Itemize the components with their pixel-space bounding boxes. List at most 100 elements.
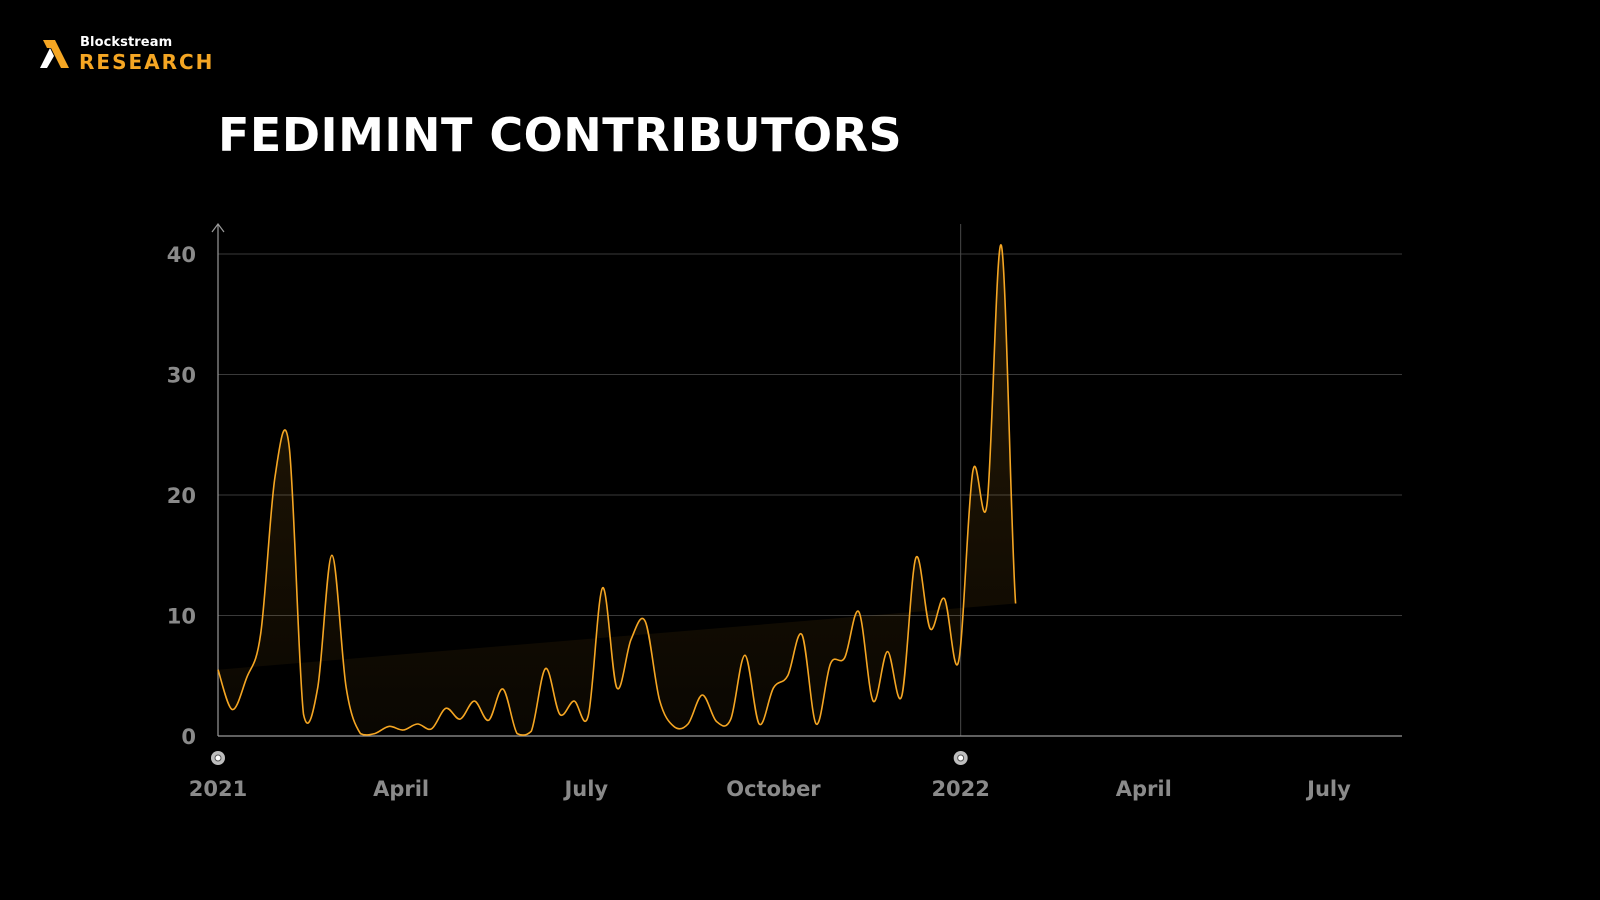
data-point-55 (1000, 244, 1002, 246)
data-point-78 (1328, 0, 1330, 1)
x-tick-label-0: 2021 (189, 777, 247, 801)
data-point-23 (544, 667, 546, 669)
x-tick-label-4: 2022 (931, 777, 989, 801)
data-point-42 (815, 723, 817, 725)
data-point-0 (217, 669, 219, 671)
x-tick-label-2: July (562, 777, 608, 801)
data-point-71 (1228, 0, 1230, 1)
data-point-2 (245, 677, 247, 679)
y-tick-label-30: 30 (167, 364, 196, 388)
series-contributors (217, 0, 1372, 736)
data-point-28 (616, 687, 618, 689)
x-tick-label-1: April (373, 777, 429, 801)
axes (211, 223, 1402, 765)
data-point-11 (373, 732, 375, 734)
data-point-22 (530, 730, 532, 732)
data-point-32 (673, 725, 675, 727)
data-point-67 (1171, 0, 1173, 1)
data-point-52 (957, 660, 959, 662)
data-point-81 (1370, 0, 1372, 1)
data-point-54 (986, 502, 988, 504)
data-point-58 (1043, 0, 1045, 1)
data-point-15 (430, 728, 432, 730)
data-point-43 (829, 663, 831, 665)
x-tick-label-3: October (726, 777, 821, 801)
data-point-66 (1157, 0, 1159, 1)
brand-name: Blockstream (80, 35, 173, 50)
data-point-25 (573, 700, 575, 702)
data-point-31 (658, 699, 660, 701)
year-marker-dot-center-0 (214, 754, 222, 762)
data-point-36 (730, 718, 732, 720)
data-point-44 (843, 656, 845, 658)
data-point-45 (858, 611, 860, 613)
data-point-80 (1356, 0, 1358, 1)
data-point-34 (701, 694, 703, 696)
data-point-76 (1299, 0, 1301, 1)
y-tick-label-10: 10 (167, 605, 196, 629)
data-point-41 (801, 634, 803, 636)
data-point-64 (1128, 0, 1130, 1)
data-point-63 (1114, 0, 1116, 1)
data-point-30 (644, 620, 646, 622)
data-point-46 (872, 700, 874, 702)
tick-labels: 0 10 20 30 40 2021 April July October 2022 April Ju… (167, 243, 1351, 801)
data-point-56 (1014, 602, 1016, 604)
brand-logo: Blockstream RESEARCH (38, 34, 218, 74)
data-point-79 (1342, 0, 1344, 1)
series-area-fill (218, 244, 1016, 736)
data-point-8 (331, 554, 333, 556)
data-point-48 (900, 695, 902, 697)
data-point-75 (1285, 0, 1287, 1)
data-point-59 (1057, 0, 1059, 1)
data-point-16 (445, 707, 447, 709)
data-point-73 (1257, 0, 1259, 1)
data-point-35 (715, 720, 717, 722)
data-point-18 (473, 700, 475, 702)
brand-subtitle: RESEARCH (79, 50, 215, 74)
y-tick-label-40: 40 (167, 243, 196, 267)
data-point-33 (687, 723, 689, 725)
y-axis-arrow-icon (211, 223, 225, 233)
x-tick-label-5: April (1116, 777, 1172, 801)
data-point-27 (601, 587, 603, 589)
data-point-24 (559, 713, 561, 715)
series-line (217, 244, 1017, 736)
data-point-29 (630, 638, 632, 640)
data-point-74 (1271, 0, 1273, 1)
data-point-51 (943, 597, 945, 599)
grid-lines (218, 224, 1402, 736)
data-point-37 (744, 654, 746, 656)
data-point-50 (929, 628, 931, 630)
x-tick-label-6: July (1305, 777, 1351, 801)
data-point-10 (359, 732, 361, 734)
y-tick-label-20: 20 (167, 484, 196, 508)
blockstream-logo-icon (40, 40, 69, 68)
data-point-20 (502, 688, 504, 690)
data-point-17 (459, 718, 461, 720)
data-point-77 (1314, 0, 1316, 1)
data-point-5 (288, 446, 290, 448)
data-point-6 (302, 713, 304, 715)
y-tick-label-0: 0 (181, 725, 196, 749)
data-point-3 (260, 632, 262, 634)
data-point-53 (972, 470, 974, 472)
data-point-7 (317, 687, 319, 689)
data-point-38 (758, 723, 760, 725)
data-point-13 (402, 729, 404, 731)
data-point-19 (487, 719, 489, 721)
data-point-49 (915, 556, 917, 558)
data-point-69 (1200, 0, 1202, 1)
data-point-62 (1100, 0, 1102, 1)
data-point-9 (345, 687, 347, 689)
data-point-26 (587, 714, 589, 716)
data-point-4 (274, 476, 276, 478)
data-point-40 (787, 675, 789, 677)
data-point-12 (388, 725, 390, 727)
data-point-70 (1214, 0, 1216, 1)
data-point-68 (1185, 0, 1187, 1)
chart-title: FEDIMINT CONTRIBUTORS (218, 108, 903, 162)
data-point-65 (1143, 0, 1145, 1)
data-point-47 (886, 650, 888, 652)
year-marker-dot-center-1 (957, 754, 965, 762)
